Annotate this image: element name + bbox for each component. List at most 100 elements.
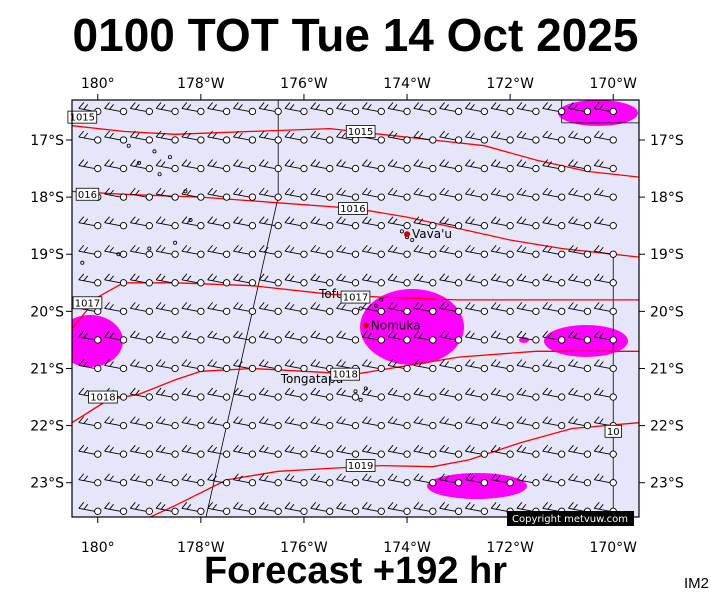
- isobar-edge-label: 10: [607, 427, 620, 438]
- barb-feather: [366, 418, 372, 424]
- wind-barb: [129, 501, 153, 515]
- barb-feather: [521, 332, 527, 339]
- barb-feather: [392, 332, 398, 339]
- barb-feather: [439, 473, 445, 481]
- barb-feather: [361, 273, 368, 281]
- barb-feather: [181, 501, 188, 509]
- station-circle: [171, 136, 179, 144]
- barb-feather: [83, 418, 89, 424]
- wind-barb: [129, 359, 153, 373]
- barb-feather: [593, 473, 600, 481]
- barb-feather: [258, 501, 265, 509]
- wind-barb: [542, 216, 566, 230]
- barb-feather: [109, 332, 114, 339]
- barb-staff: [336, 393, 353, 398]
- place-label: Vava'u: [412, 227, 452, 241]
- station-circle: [377, 250, 385, 258]
- station-circle: [119, 136, 128, 144]
- barb-feather: [263, 361, 269, 367]
- barb-feather: [413, 187, 420, 195]
- station-circle: [119, 364, 128, 373]
- barb-feather: [593, 216, 600, 223]
- station-circle: [532, 307, 540, 316]
- wind-barb: [593, 159, 617, 173]
- lat-label-right: 23°S: [650, 476, 684, 492]
- barb-feather: [366, 275, 372, 282]
- wind-barb: [387, 444, 411, 458]
- barb-staff: [568, 307, 585, 312]
- barb-staff: [207, 136, 224, 141]
- wind-barb: [284, 444, 308, 458]
- barb-feather: [238, 361, 243, 367]
- barb-feather: [439, 501, 445, 509]
- wind-barb: [310, 244, 334, 258]
- barb-staff: [491, 222, 508, 227]
- barb-staff: [181, 136, 198, 141]
- barb-staff: [104, 307, 121, 312]
- barb-feather: [547, 389, 553, 396]
- barb-staff: [336, 165, 353, 169]
- barb-staff: [387, 193, 405, 198]
- barb-feather: [542, 159, 549, 166]
- barb-feather: [129, 130, 136, 138]
- station-circle: [558, 250, 566, 258]
- barb-feather: [470, 418, 475, 424]
- wind-barb: [490, 387, 514, 401]
- barb-feather: [207, 473, 213, 481]
- barb-feather: [361, 102, 368, 109]
- barb-staff: [104, 136, 121, 141]
- barb-feather: [78, 359, 85, 366]
- barb-feather: [366, 504, 372, 510]
- barb-staff: [259, 479, 276, 484]
- wind-barb: [439, 102, 463, 116]
- copyright-text: Copyright metvuw.com: [512, 514, 628, 525]
- barb-feather: [568, 330, 574, 338]
- lon-label-top: 178°W: [177, 76, 225, 92]
- barb-staff: [130, 450, 147, 455]
- forecast-label: Forecast +192 hr: [203, 550, 508, 592]
- barb-staff: [594, 222, 611, 227]
- barb-feather: [238, 275, 243, 282]
- barb-feather: [439, 387, 445, 395]
- barb-feather: [361, 330, 368, 338]
- wind-barb: [258, 473, 282, 487]
- barb-staff: [542, 279, 559, 284]
- wind-barb: [258, 302, 282, 316]
- wind-barb: [233, 159, 257, 173]
- station-circle: [532, 479, 540, 487]
- barb-feather: [598, 418, 604, 424]
- barb-feather: [83, 275, 89, 282]
- barb-feather: [160, 504, 166, 510]
- barb-feather: [392, 418, 398, 424]
- barb-feather: [387, 359, 394, 366]
- barb-staff: [362, 422, 379, 427]
- station-circle: [583, 222, 592, 230]
- wind-barb: [336, 473, 360, 487]
- barb-feather: [83, 161, 89, 167]
- barb-feather: [263, 189, 269, 196]
- barb-staff: [387, 165, 405, 169]
- station-circle: [145, 336, 153, 344]
- wind-barb: [516, 302, 540, 316]
- barb-staff: [284, 107, 302, 112]
- wind-barb: [413, 159, 437, 173]
- barb-feather: [470, 218, 475, 224]
- station-circle: [454, 393, 463, 401]
- barb-staff: [284, 365, 302, 369]
- wind-barb: [593, 216, 617, 230]
- wind-barb: [465, 444, 489, 458]
- barb-feather: [336, 473, 342, 481]
- station-circle: [248, 364, 257, 373]
- barb-staff: [259, 136, 276, 141]
- station-circle: [326, 450, 334, 458]
- barb-feather: [212, 361, 217, 367]
- wind-barb: [361, 216, 385, 230]
- station-circle: [377, 364, 385, 373]
- wind-barb: [361, 330, 385, 344]
- wind-barb: [516, 159, 540, 173]
- station-circle: [274, 136, 282, 144]
- wind-barb: [129, 387, 153, 401]
- wind-barb: [155, 302, 179, 316]
- station-circle: [222, 479, 231, 487]
- station-circle: [506, 107, 514, 116]
